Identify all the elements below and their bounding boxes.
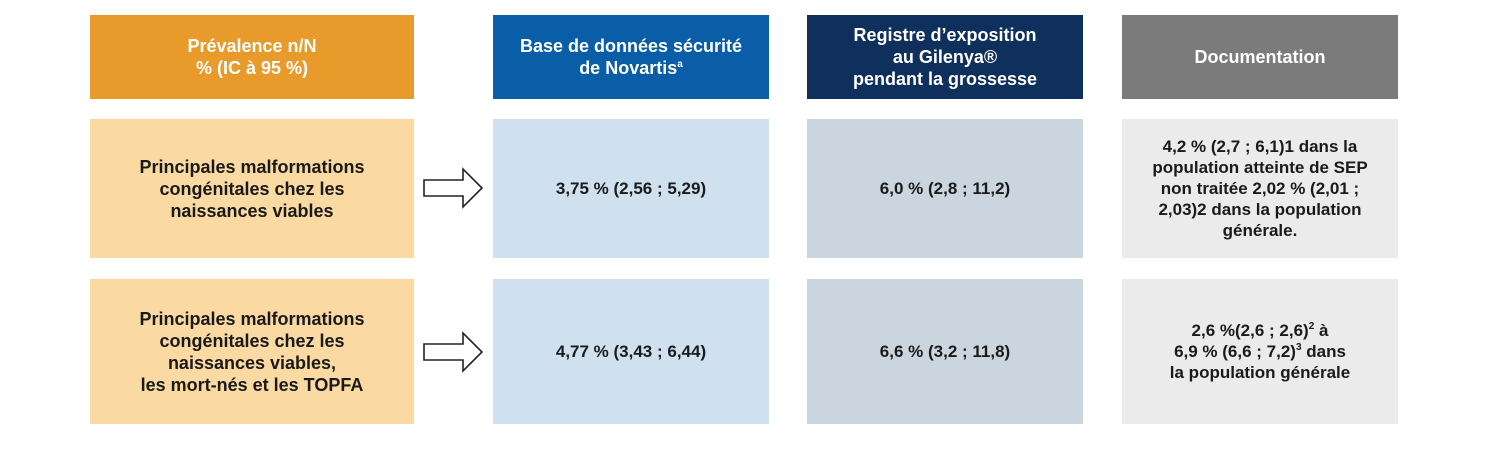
header-prevalence-line2: % (IC à 95 %) — [195, 58, 309, 78]
row1-label: Principales malformations congénitales c… — [90, 119, 414, 258]
header-registry-line1: Registre d’exposition — [853, 25, 1037, 45]
footnote-2-marker: 2 — [1308, 321, 1315, 332]
row2-documentation-value: 2,6 %(2,6 ; 2,6)2 à 6,9 % (6,6 ; 7,2)3 d… — [1122, 279, 1398, 424]
header-prevalence: Prévalence n/N % (IC à 95 %) — [90, 15, 414, 99]
row2-doc-line3: la population générale — [1169, 363, 1351, 382]
row2-registry-value: 6,6 % (3,2 ; 11,8) — [807, 279, 1083, 424]
header-registry-line2: au Gilenya® — [892, 47, 998, 67]
row1-doc-line3: non traitée 2,02 % (2,01 ; — [1160, 179, 1360, 198]
footnote-a-marker: a — [677, 59, 683, 70]
row1-novartis-value: 3,75 % (2,56 ; 5,29) — [493, 119, 769, 258]
row2-novartis-text: 4,77 % (3,43 ; 6,44) — [555, 342, 707, 361]
footnote-3-marker: 3 — [1295, 342, 1302, 353]
header-prevalence-line1: Prévalence n/N — [187, 36, 317, 56]
row2-label-line1: Principales malformations — [139, 308, 365, 329]
header-documentation: Documentation — [1122, 15, 1398, 99]
row2-arrow-icon — [423, 331, 484, 373]
row1-documentation-value: 4,2 % (2,7 ; 6,1)1 dans la population at… — [1122, 119, 1398, 258]
row1-doc-line1: 4,2 % (2,7 ; 6,1)1 dans la — [1162, 137, 1358, 156]
row1-doc-line4: 2,03)2 dans la population — [1158, 200, 1362, 219]
row2-novartis-value: 4,77 % (3,43 ; 6,44) — [493, 279, 769, 424]
row2-label-line4: les mort-nés et les TOPFA — [140, 374, 364, 395]
row2-doc-line2: 6,9 % (6,6 ; 7,2) — [1174, 342, 1296, 361]
row2-doc-line1-end: à — [1314, 321, 1329, 340]
row1-registry-text: 6,0 % (2,8 ; 11,2) — [879, 179, 1011, 198]
header-novartis-database: Base de données sécurité de Novartisa — [493, 15, 769, 99]
header-documentation-label: Documentation — [1194, 47, 1326, 67]
row1-label-line2: congénitales chez les — [159, 178, 345, 199]
row1-doc-line5: générale. — [1222, 221, 1298, 240]
row1-label-line1: Principales malformations — [139, 156, 365, 177]
row1-registry-value: 6,0 % (2,8 ; 11,2) — [807, 119, 1083, 258]
row1-arrow-icon — [423, 167, 484, 209]
row2-doc-line2-end: dans — [1301, 342, 1346, 361]
header-novartis-line2: de Novartis — [579, 58, 678, 78]
row1-novartis-text: 3,75 % (2,56 ; 5,29) — [555, 179, 707, 198]
row2-label: Principales malformations congénitales c… — [90, 279, 414, 424]
row2-label-line2: congénitales chez les — [159, 330, 345, 351]
row2-doc-line1: 2,6 %(2,6 ; 2,6) — [1191, 321, 1309, 340]
row1-label-line3: naissances viables — [170, 200, 334, 221]
header-novartis-line1: Base de données sécurité — [519, 36, 743, 56]
header-gilenya-registry: Registre d’exposition au Gilenya® pendan… — [807, 15, 1083, 99]
row2-label-line3: naissances viables, — [167, 352, 337, 373]
header-registry-line3: pendant la grossesse — [852, 69, 1038, 89]
row2-registry-text: 6,6 % (3,2 ; 11,8) — [879, 342, 1011, 361]
row1-doc-line2: population atteinte de SEP — [1152, 158, 1368, 177]
